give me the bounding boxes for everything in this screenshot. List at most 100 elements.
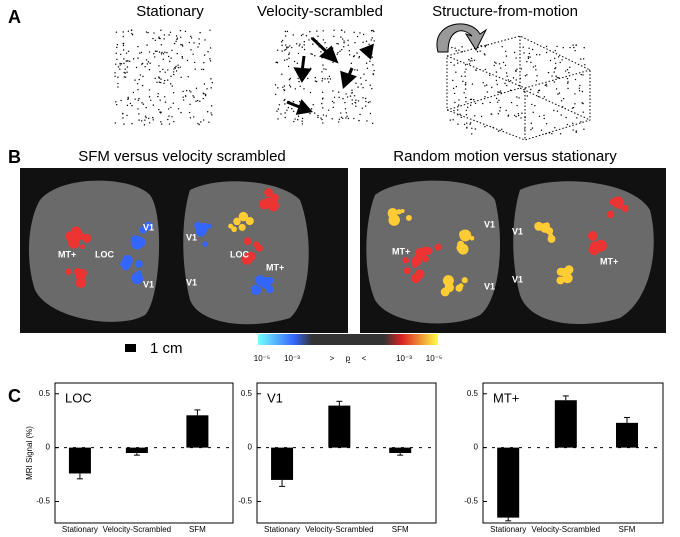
dot	[322, 64, 324, 66]
dot	[148, 117, 150, 120]
dot	[553, 109, 555, 112]
dot	[297, 119, 299, 121]
dot	[138, 119, 140, 121]
dot	[371, 56, 373, 58]
dot	[351, 99, 353, 101]
dot	[516, 96, 518, 98]
dot	[500, 67, 502, 69]
dot	[322, 122, 324, 124]
dot	[159, 111, 161, 113]
dot	[164, 96, 166, 98]
flatmaps	[28, 180, 654, 325]
blob	[238, 211, 249, 222]
dot	[129, 60, 131, 62]
area-label: MT+	[600, 256, 618, 266]
dot	[349, 95, 352, 97]
dot	[328, 81, 330, 83]
dot	[454, 101, 456, 104]
dot	[184, 30, 187, 33]
dot	[141, 102, 143, 104]
activation	[65, 188, 629, 297]
dot	[138, 78, 140, 81]
dot	[180, 36, 182, 38]
dot	[510, 101, 513, 104]
blob	[81, 233, 92, 243]
blob	[621, 205, 629, 213]
dot	[141, 84, 144, 87]
dot	[559, 133, 562, 135]
dot	[159, 99, 161, 101]
dot	[512, 77, 515, 79]
dot	[280, 113, 282, 115]
dot	[276, 49, 279, 51]
dot	[362, 41, 364, 43]
dot	[568, 72, 570, 74]
dot	[468, 59, 470, 61]
dot	[309, 91, 312, 94]
dot	[283, 85, 286, 87]
dot	[572, 129, 574, 131]
dot	[194, 61, 196, 64]
chart-title: LOC	[65, 390, 92, 405]
dot	[337, 91, 340, 93]
dot	[139, 52, 141, 54]
dot	[123, 62, 125, 65]
dot	[182, 90, 184, 93]
colorbar-label: 10⁻⁵	[254, 354, 270, 363]
blob	[65, 268, 72, 275]
dot	[202, 119, 205, 121]
x-tick-label: Stationary	[490, 525, 526, 534]
dot	[464, 82, 467, 84]
dot	[206, 111, 209, 113]
dot	[562, 46, 564, 49]
dot	[154, 50, 157, 52]
dot	[127, 60, 129, 62]
dot	[572, 122, 574, 124]
dot	[163, 34, 166, 36]
dot	[292, 34, 294, 36]
dot	[176, 52, 178, 55]
dot	[535, 69, 537, 71]
dot	[327, 109, 330, 111]
dot	[119, 68, 121, 70]
dot	[573, 46, 575, 49]
dot	[296, 62, 299, 64]
dot	[163, 82, 165, 84]
dot	[569, 66, 571, 68]
dot	[515, 115, 517, 118]
dot	[485, 44, 488, 46]
dot	[495, 79, 498, 82]
dot	[555, 75, 557, 77]
dot	[497, 91, 499, 93]
dot	[286, 58, 288, 61]
dot	[565, 116, 567, 119]
blob	[412, 262, 418, 269]
blob	[270, 193, 279, 203]
dot	[553, 71, 555, 73]
dot	[531, 103, 533, 106]
dot	[124, 72, 127, 74]
dot	[284, 112, 286, 114]
dot	[557, 93, 559, 95]
blob	[405, 214, 412, 221]
dot	[277, 87, 279, 89]
dot	[172, 102, 174, 104]
area-label: V1	[186, 277, 197, 287]
dot	[137, 88, 139, 91]
dot	[507, 79, 510, 81]
bar	[497, 447, 520, 518]
dot	[560, 100, 563, 102]
dot	[156, 50, 158, 53]
area-label: V1	[186, 232, 197, 242]
dot	[170, 57, 172, 59]
dot	[501, 46, 503, 48]
blob	[245, 216, 254, 226]
dot	[574, 103, 576, 105]
dot	[556, 76, 559, 79]
dot	[579, 84, 581, 87]
dot	[123, 76, 125, 78]
dot	[274, 84, 277, 86]
y-axis-label: MRI Signal (%)	[25, 426, 34, 480]
blob	[424, 247, 433, 255]
dot	[210, 112, 212, 114]
